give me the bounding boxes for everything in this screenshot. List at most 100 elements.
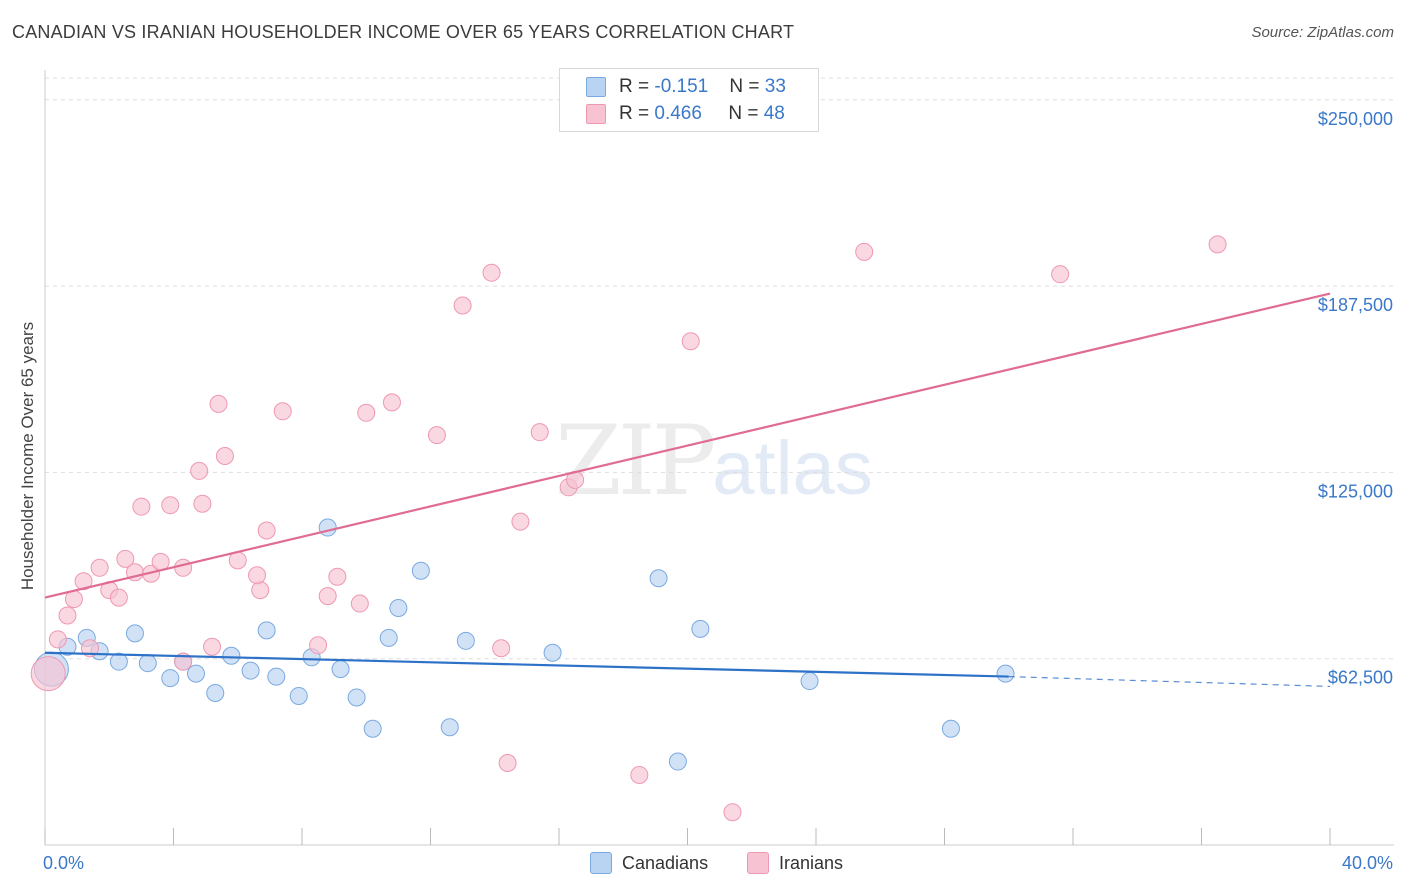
canadian-point	[109, 652, 128, 671]
canadian-point	[318, 518, 337, 537]
iranian-point	[1208, 235, 1227, 254]
iranian-point	[357, 403, 376, 422]
legend-n-label: N =	[728, 103, 764, 124]
iranian-point	[58, 606, 77, 625]
canadian-point	[186, 664, 205, 683]
canadian-point	[691, 619, 710, 638]
iranian-point	[174, 558, 193, 577]
iranian-point	[215, 447, 234, 466]
iranian-point	[90, 558, 109, 577]
iranian-point	[193, 494, 212, 513]
canadian-trend-extension	[1008, 675, 1331, 688]
y-tick-label: $125,000	[1318, 481, 1393, 501]
canadian-point	[206, 683, 225, 702]
iranian-point	[248, 566, 267, 585]
watermark: ZIPatlas	[555, 405, 873, 517]
iranian-point	[511, 512, 530, 531]
iranian-point	[855, 242, 874, 261]
canadian-point	[241, 661, 260, 680]
canadian-point	[289, 686, 308, 705]
iranian-point	[723, 803, 742, 822]
iranian-point	[30, 656, 66, 692]
correlation-legend: R = -0.151 N = 33 R = 0.466 N = 48	[559, 68, 819, 132]
iranian-point	[251, 581, 270, 600]
canadian-point	[222, 646, 241, 665]
iranian-point	[482, 263, 501, 282]
legend-text-canadians: R = -0.151 N = 33	[619, 76, 786, 98]
legend-swatch-iranians	[586, 104, 606, 124]
legend-r-value: -0.151	[654, 76, 709, 97]
series-label-canadians: Canadians	[622, 852, 709, 873]
canadian-point	[456, 631, 475, 650]
canadian-point	[649, 569, 668, 588]
legend-r-value: 0.466	[654, 103, 702, 124]
canadian-point	[125, 624, 144, 643]
source-label: Source: ZipAtlas.com	[1251, 24, 1394, 41]
iranian-point	[309, 636, 328, 655]
watermark-atlas: atlas	[712, 426, 873, 511]
canadian-point	[668, 752, 687, 771]
iranian-point	[161, 496, 180, 515]
iranian-point	[74, 572, 93, 591]
iranian-point	[1051, 265, 1070, 284]
x-tick-label-min: 0.0%	[43, 853, 84, 873]
iranian-trend-line	[44, 292, 1331, 599]
iranian-point	[109, 588, 128, 607]
legend-r-label: R =	[619, 103, 655, 124]
y-tick-label: $250,000	[1318, 109, 1393, 129]
canadian-point	[331, 660, 350, 679]
canadian-point	[138, 654, 157, 673]
iranian-point	[681, 332, 700, 351]
series-legend-canadians: Canadians	[590, 852, 708, 874]
iranian-point	[453, 296, 472, 315]
iranian-point	[190, 461, 209, 480]
canadian-point	[161, 669, 180, 688]
iranian-point	[530, 423, 549, 442]
series-swatch-canadians	[590, 852, 612, 874]
y-tick-label: $62,500	[1328, 668, 1393, 688]
legend-n-label: N =	[729, 76, 765, 97]
canadian-point	[800, 672, 819, 691]
iranian-point	[132, 497, 151, 516]
iranian-point	[630, 765, 649, 784]
iranian-point	[174, 652, 193, 671]
iranian-point	[116, 549, 135, 568]
canadian-point	[347, 688, 366, 707]
legend-r-label: R =	[619, 76, 655, 97]
canadian-point	[543, 643, 562, 662]
x-tick-label-max: 40.0%	[1342, 853, 1393, 873]
canadian-trend-line	[44, 651, 1009, 678]
legend-text-iranians: R = 0.466 N = 48	[619, 103, 785, 125]
watermark-zip: ZIP	[555, 405, 716, 517]
chart-title: CANADIAN VS IRANIAN HOUSEHOLDER INCOME O…	[12, 22, 795, 42]
iranian-point	[318, 587, 337, 606]
canadian-point	[411, 561, 430, 580]
series-legend: Canadians Iranians	[0, 852, 1406, 878]
iranian-point	[209, 394, 228, 413]
iranian-point	[350, 594, 369, 613]
canadian-point	[267, 667, 286, 686]
series-swatch-iranians	[747, 852, 769, 874]
legend-n-value: 48	[763, 103, 785, 124]
iranian-point	[328, 567, 347, 586]
iranian-point	[273, 402, 292, 421]
canadian-point	[257, 621, 276, 640]
legend-swatch-canadians	[586, 77, 606, 97]
iranian-point	[257, 521, 276, 540]
legend-n-value: 33	[764, 76, 786, 97]
iranian-point	[80, 639, 99, 658]
iranian-point	[492, 639, 511, 658]
canadian-point	[379, 628, 398, 647]
series-legend-iranians: Iranians	[747, 852, 843, 874]
iranian-point	[382, 393, 401, 412]
series-label-iranians: Iranians	[779, 852, 844, 873]
iranian-point	[498, 754, 517, 773]
canadian-point	[941, 719, 960, 738]
iranian-point	[203, 637, 222, 656]
canadian-point	[389, 599, 408, 618]
canadian-point	[996, 664, 1015, 683]
iranian-point	[427, 426, 446, 445]
y-tick-label: $187,500	[1318, 295, 1393, 315]
canadian-point	[440, 718, 459, 737]
